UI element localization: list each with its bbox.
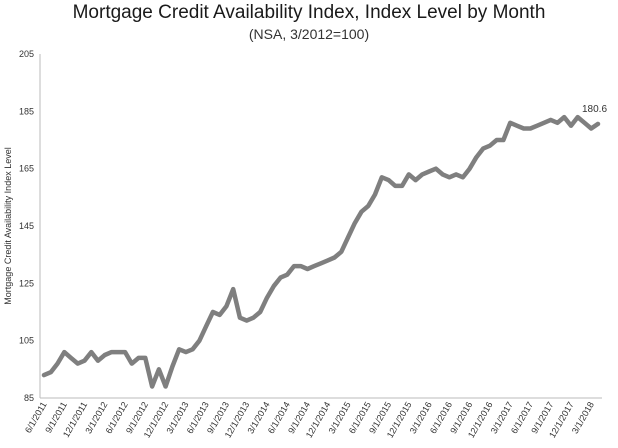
- data-point: [273, 285, 275, 287]
- data-point: [259, 311, 261, 313]
- data-point: [57, 363, 59, 365]
- data-point: [408, 173, 410, 175]
- data-label-last: 180.6: [582, 104, 607, 115]
- data-point: [347, 237, 349, 239]
- data-point: [84, 360, 86, 362]
- data-point: [543, 122, 545, 124]
- data-point: [334, 257, 336, 259]
- data-point: [90, 351, 92, 353]
- data-point: [97, 360, 99, 362]
- y-tick-label: 85: [24, 393, 34, 403]
- data-point: [401, 185, 403, 187]
- data-point: [354, 222, 356, 224]
- data-point: [394, 185, 396, 187]
- data-point: [590, 128, 592, 130]
- data-point: [50, 371, 52, 373]
- data-point: [584, 122, 586, 124]
- data-point: [171, 366, 173, 368]
- data-point: [502, 139, 504, 141]
- data-point: [482, 148, 484, 150]
- data-point: [300, 265, 302, 267]
- data-point: [144, 357, 146, 359]
- data-point: [577, 116, 579, 118]
- data-point: [205, 325, 207, 327]
- data-point: [77, 363, 79, 365]
- data-point: [185, 351, 187, 353]
- data-point: [313, 265, 315, 267]
- data-point: [374, 194, 376, 196]
- data-point: [557, 122, 559, 124]
- data-point: [523, 128, 525, 130]
- data-point: [111, 351, 113, 353]
- data-point: [496, 139, 498, 141]
- data-point: [178, 348, 180, 350]
- data-point: [415, 179, 417, 181]
- data-point: [158, 368, 160, 370]
- data-point: [192, 348, 194, 350]
- data-point: [117, 351, 119, 353]
- data-point: [198, 340, 200, 342]
- data-point: [165, 386, 167, 388]
- data-point: [435, 168, 437, 170]
- y-axis-label: Mortgage Credit Availability Index Level: [3, 147, 13, 304]
- data-point: [293, 265, 295, 267]
- data-point: [232, 288, 234, 290]
- data-point: [529, 128, 531, 130]
- data-point: [63, 351, 65, 353]
- y-tick-label: 105: [19, 336, 34, 346]
- data-point: [442, 173, 444, 175]
- data-point: [469, 168, 471, 170]
- data-point: [307, 268, 309, 270]
- data-point: [280, 277, 282, 279]
- data-point: [43, 374, 45, 376]
- data-point: [361, 211, 363, 213]
- data-point: [421, 173, 423, 175]
- data-point: [462, 176, 464, 178]
- data-point: [212, 311, 214, 313]
- chart-subtitle: (NSA, 3/2012=100): [248, 26, 370, 42]
- data-point: [70, 357, 72, 359]
- data-point: [516, 125, 518, 127]
- data-point: [340, 251, 342, 253]
- data-point: [428, 171, 430, 173]
- data-point: [388, 179, 390, 181]
- y-axis-ticks: 85 105 125 145 165 185 205: [19, 49, 34, 403]
- data-point: [550, 119, 552, 121]
- data-point: [448, 176, 450, 178]
- series-group: [41, 114, 601, 389]
- data-point: [320, 262, 322, 264]
- y-tick-label: 205: [19, 49, 34, 59]
- data-point: [286, 274, 288, 276]
- data-point: [455, 173, 457, 175]
- data-point: [131, 363, 133, 365]
- data-point: [367, 205, 369, 207]
- data-point: [252, 317, 254, 319]
- series-line: [41, 114, 601, 389]
- chart-title: Mortgage Credit Availability Index, Inde…: [72, 2, 546, 23]
- data-point: [570, 125, 572, 127]
- data-point: [489, 145, 491, 147]
- y-tick-label: 125: [19, 278, 34, 288]
- data-point: [381, 176, 383, 178]
- data-point: [246, 320, 248, 322]
- data-point: [124, 351, 126, 353]
- x-axis-ticks: 6/1/20119/1/201112/1/20113/1/20126/1/201…: [23, 400, 596, 440]
- data-point: [475, 156, 477, 158]
- data-point: [327, 259, 329, 261]
- data-point: [239, 317, 241, 319]
- data-point: [266, 297, 268, 299]
- data-point: [597, 123, 599, 125]
- y-tick-label: 145: [19, 221, 34, 231]
- data-point: [104, 354, 106, 356]
- data-point: [219, 314, 221, 316]
- y-tick-label: 185: [19, 106, 34, 116]
- data-point: [509, 122, 511, 124]
- data-point: [151, 386, 153, 388]
- y-tick-label: 165: [19, 164, 34, 174]
- data-point: [225, 305, 227, 307]
- data-point: [536, 125, 538, 127]
- data-point: [138, 357, 140, 359]
- data-point: [563, 116, 565, 118]
